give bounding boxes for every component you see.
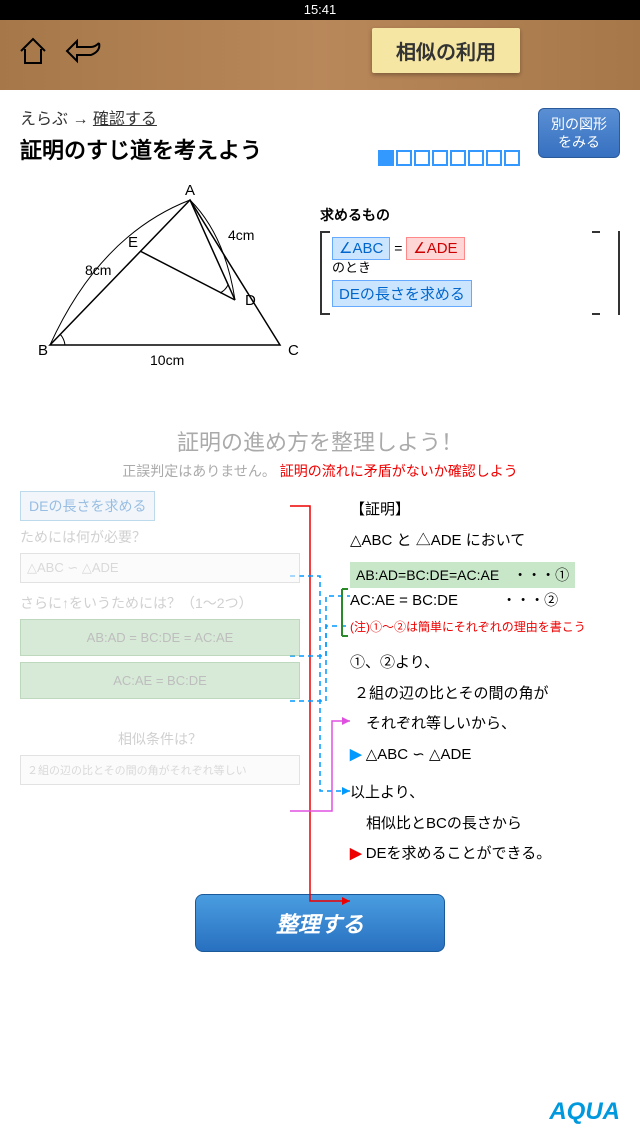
page-title-tab: 相似の利用 <box>372 28 520 73</box>
objective-bracket: ∠ABC = ∠ADE のとき DEの長さを求める <box>320 231 620 315</box>
arrow-icon: ▶ <box>350 746 366 763</box>
svg-text:C: C <box>288 342 299 359</box>
question-2: さらに↑をいうためには？（1〜2つ） <box>20 593 300 613</box>
de-length: DEの長さを求める <box>332 280 472 307</box>
ratio-box-2[interactable]: AC:AE = BC:DE <box>20 662 300 699</box>
breadcrumb-arrow: → <box>72 111 88 128</box>
angle-ade: ∠ADE <box>406 237 464 260</box>
aqua-logo: AQUA <box>549 1098 620 1126</box>
objective-panel: 求めるもの ∠ABC = ∠ADE のとき DEの長さを求める <box>320 205 620 385</box>
main-title: 証明のすじ道を考えよう <box>20 133 620 165</box>
arrow-icon: ▶ <box>350 845 366 862</box>
other-shape-button[interactable]: 別の図形 をみる <box>538 108 620 158</box>
question-3: 相似条件は？ <box>20 729 300 749</box>
back-icon[interactable] <box>63 33 103 78</box>
svg-text:A: A <box>185 185 195 199</box>
breadcrumb-step2: 確認する <box>93 111 157 128</box>
svg-text:E: E <box>128 234 138 251</box>
svg-text:D: D <box>245 292 256 309</box>
svg-text:4cm: 4cm <box>228 227 254 243</box>
ratio-box-1[interactable]: AB:AD = BC:DE = AC:AE <box>20 619 300 656</box>
proof-note: (注)①〜②は簡単にそれぞれの理由を書こう <box>350 618 620 636</box>
status-time: 15:41 <box>304 2 337 17</box>
home-icon[interactable] <box>15 33 51 78</box>
left-column: DEの長さを求める ためには何が必要？ △ABC ∽ △ADE さらに↑をいうた… <box>20 491 300 874</box>
proof-line-1: △ABC と △ADE において <box>350 530 620 553</box>
ratio-result-2: AC:AE = BC:DE <box>350 592 458 609</box>
de-goal-box: DEの長さを求める <box>20 491 155 521</box>
condition-box: ２組の辺の比とその間の角がそれぞれ等しい <box>20 755 300 785</box>
svg-text:8cm: 8cm <box>85 262 111 278</box>
proof-label: 【証明】 <box>350 499 620 522</box>
proof-area: DEの長さを求める ためには何が必要？ △ABC ∽ △ADE さらに↑をいうた… <box>20 491 620 874</box>
similar-box: △ABC ∽ △ADE <box>20 553 300 583</box>
svg-text:10cm: 10cm <box>150 352 184 368</box>
header-bar: 相似の利用 <box>0 20 640 90</box>
proof-line-4: 以上より、 <box>350 782 620 805</box>
section-title: 証明の進め方を整理しよう！ <box>20 425 620 457</box>
progress-indicator <box>378 150 520 166</box>
ratio-result-1: AB:AD=BC:DE=AC:AE ・・・① <box>350 562 575 588</box>
status-bar: 15:41 <box>0 0 640 20</box>
content-area: えらぶ → 確認する 証明のすじ道を考えよう 別の図形 をみる A B C D … <box>0 90 640 1136</box>
breadcrumb: えらぶ → 確認する <box>20 105 620 129</box>
svg-text:B: B <box>38 342 48 359</box>
objective-label: 求めるもの <box>320 205 620 225</box>
organize-button[interactable]: 整理する <box>195 894 445 952</box>
proof-line-2: ①、②より、 <box>350 652 620 675</box>
question-1: ためには何が必要？ <box>20 527 300 547</box>
section-subtitle: 正誤判定はありません。 証明の流れに矛盾がないか確認しよう <box>20 461 620 481</box>
right-column: 【証明】 △ABC と △ADE において AB:AD=BC:DE=AC:AE … <box>300 491 620 874</box>
triangle-diagram: A B C D E 8cm 4cm 10cm <box>20 185 310 385</box>
angle-abc: ∠ABC <box>332 237 390 260</box>
breadcrumb-step1: えらぶ <box>20 111 68 128</box>
